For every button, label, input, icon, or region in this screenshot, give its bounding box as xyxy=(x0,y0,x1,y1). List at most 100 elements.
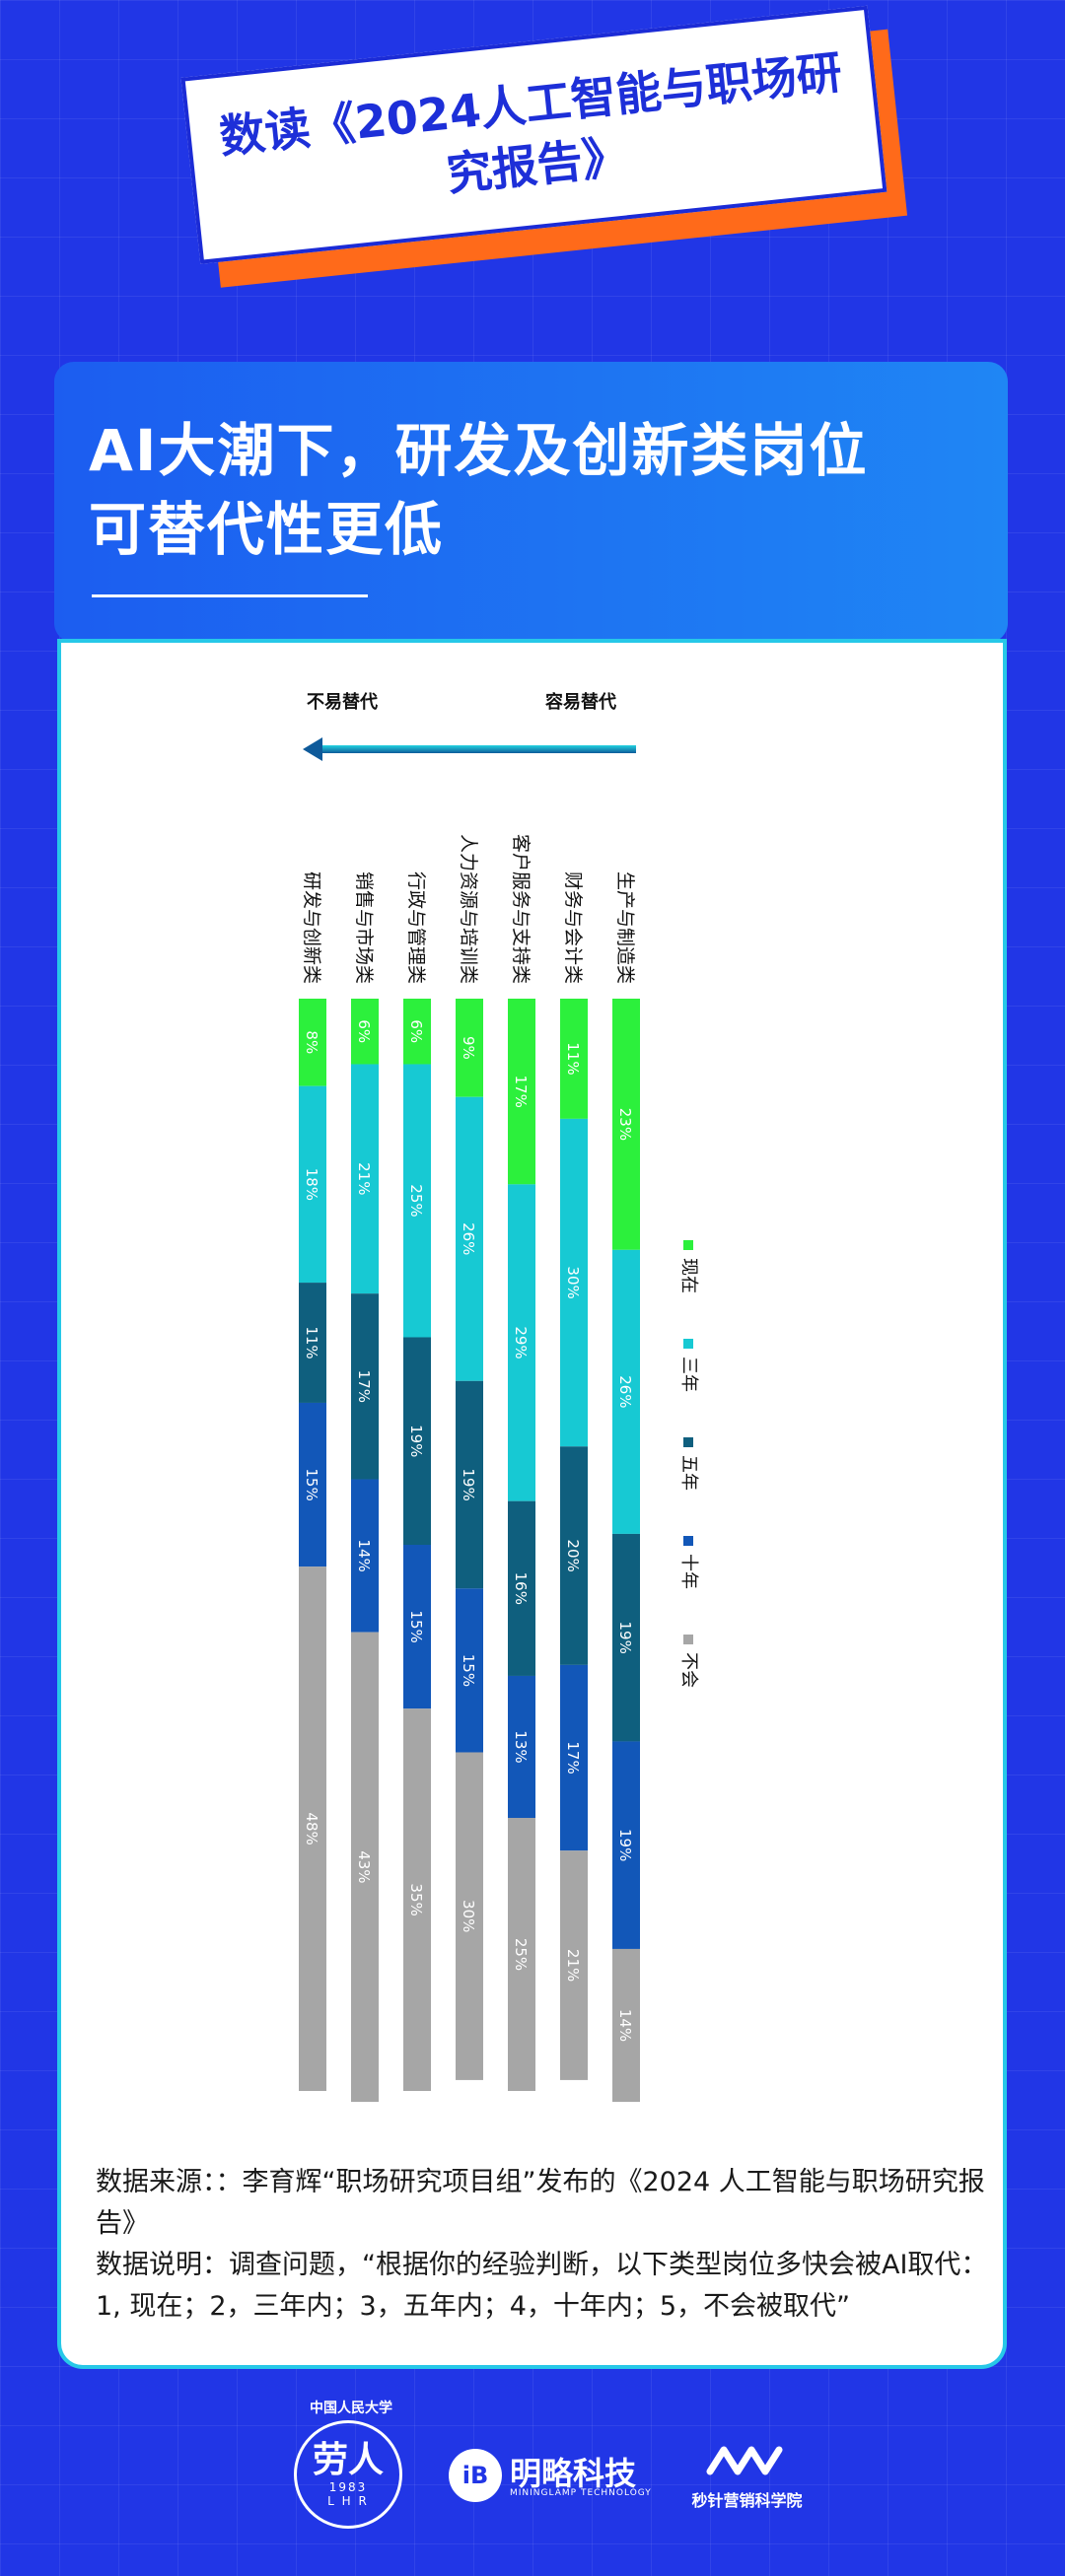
school-logo-arc-text: 中国人民大学 xyxy=(310,2401,392,2416)
data-label: 14% xyxy=(616,2009,634,2042)
legend-swatch xyxy=(683,1635,693,1644)
bar-segment xyxy=(456,1096,483,1381)
data-label: 30% xyxy=(460,1900,477,1932)
data-label: 19% xyxy=(616,1829,634,1861)
category-label: 研发与创新类 xyxy=(301,871,322,984)
bar-segment xyxy=(351,1479,379,1633)
arrow-right-label: 不易替代 xyxy=(307,691,378,713)
banner-title: 数读《2024人工智能与职场研究报告》 xyxy=(217,44,845,202)
minglue-logo: iB 明略科技 MININGLAMP TECHNOLOGY xyxy=(449,2447,666,2506)
legend-swatch xyxy=(683,1240,693,1250)
data-label: 48% xyxy=(303,1812,320,1845)
legend-swatch xyxy=(683,1536,693,1546)
bar-segment xyxy=(456,999,483,1097)
data-label: 11% xyxy=(303,1326,320,1358)
data-label: 6% xyxy=(407,1019,425,1043)
footnote-source: 数据来源：：李育辉“职场研究项目组”发布的《2024 人工智能与职场研究报告》 xyxy=(96,2167,985,2239)
minglue-logo-mark: iB xyxy=(449,2449,502,2502)
bar-segment xyxy=(299,1402,326,1567)
school-logo-letters: L H R xyxy=(327,2494,369,2508)
data-label: 21% xyxy=(564,1949,582,1982)
bar-segment xyxy=(456,1380,483,1589)
bar-segment xyxy=(403,1545,431,1709)
bar-segment xyxy=(612,1533,640,1742)
arrow-head xyxy=(303,737,322,761)
bar-segment xyxy=(508,999,535,1185)
data-label: 14% xyxy=(355,1539,373,1571)
category-label: 行政与管理类 xyxy=(405,871,427,984)
arrow-left-label: 容易替代 xyxy=(545,691,616,713)
category-label: 财务与会计类 xyxy=(562,871,584,984)
school-logo-mark: 劳人 xyxy=(312,2440,384,2480)
bar-segment xyxy=(456,1752,483,2080)
data-label: 6% xyxy=(355,1019,373,1043)
legend-swatch xyxy=(683,1339,693,1349)
data-label: 26% xyxy=(616,1375,634,1408)
data-label: 11% xyxy=(564,1042,582,1075)
data-label: 15% xyxy=(460,1654,477,1687)
bar-segment xyxy=(560,1446,588,1665)
miaozhen-logo-icon xyxy=(706,2446,783,2475)
bar-segment xyxy=(299,1085,326,1284)
headline-line-2: 可替代性更低 xyxy=(89,496,445,563)
data-label: 21% xyxy=(355,1162,373,1195)
bar-segment xyxy=(508,1500,535,1676)
data-label: 15% xyxy=(303,1468,320,1500)
bar-segment xyxy=(351,1632,379,2103)
bar-segment xyxy=(508,1818,535,2091)
category-label: 客户服务与支持类 xyxy=(510,834,532,984)
headline-line-1: AI大潮下，研发及创新类岗位 xyxy=(89,417,869,484)
bar-segment xyxy=(560,999,588,1119)
data-label: 19% xyxy=(407,1425,425,1457)
data-label: 20% xyxy=(564,1539,582,1571)
arrow-shaft xyxy=(320,745,636,753)
data-label: 19% xyxy=(616,1622,634,1654)
bar-segment xyxy=(403,999,431,1065)
bar-segment xyxy=(612,1741,640,1949)
legend-label: 五年 xyxy=(678,1455,699,1491)
legend-label: 不会 xyxy=(678,1652,699,1688)
bar-segment xyxy=(299,1566,326,2091)
headline: AI大潮下，研发及创新类岗位 可替代性更低 xyxy=(89,411,976,569)
miaozhen-logo: 秒针营销科学院 xyxy=(680,2430,814,2519)
data-label: 29% xyxy=(512,1326,530,1358)
bar-segment xyxy=(508,1675,535,1819)
data-label: 8% xyxy=(303,1030,320,1054)
legend-label: 十年 xyxy=(678,1554,699,1589)
category-label: 人力资源与培训类 xyxy=(458,834,479,984)
data-label: 23% xyxy=(616,1108,634,1141)
card-header: AI大潮下，研发及创新类岗位 可替代性更低 xyxy=(54,362,1008,643)
bar-segment xyxy=(612,1249,640,1534)
data-label: 30% xyxy=(564,1266,582,1298)
bar-segment xyxy=(299,1283,326,1403)
data-label: 9% xyxy=(460,1036,477,1060)
bar-segment xyxy=(299,999,326,1086)
bar-segment xyxy=(403,1064,431,1338)
bar-segment xyxy=(456,1588,483,1753)
data-label: 25% xyxy=(407,1184,425,1217)
bar-segment xyxy=(351,1293,379,1480)
school-logo-year: 1983 xyxy=(328,2480,368,2494)
data-label: 43% xyxy=(355,1850,373,1883)
legend-swatch xyxy=(683,1437,693,1447)
bar-segment xyxy=(403,1708,431,2091)
footnote-explanation: 数据说明：调查问题，“根据你的经验判断，以下类型岗位多快会被AI取代：1, 现在… xyxy=(96,2250,988,2322)
bar-segment xyxy=(612,999,640,1250)
chart-rotated: 容易替代 不易替代生产与制造类 23% 26% 19% 19% 14% 财务与会计类 11% 30… xyxy=(286,688,779,2108)
data-label: 19% xyxy=(460,1468,477,1500)
bar-segment xyxy=(351,999,379,1065)
data-label: 35% xyxy=(407,1883,425,1915)
bar-segment xyxy=(403,1337,431,1545)
bar-segment xyxy=(560,1850,588,2080)
bar-segment xyxy=(560,1118,588,1447)
headline-underline xyxy=(92,594,368,597)
category-label: 生产与制造类 xyxy=(614,871,636,984)
legend-label: 现在 xyxy=(678,1258,699,1293)
category-label: 销售与市场类 xyxy=(353,871,375,984)
school-logo: 中国人民大学 劳人 1983 L H R xyxy=(294,2401,402,2529)
bar-segment xyxy=(612,1948,640,2103)
data-label: 17% xyxy=(564,1741,582,1774)
bar-segment xyxy=(351,1064,379,1294)
data-label: 18% xyxy=(303,1168,320,1201)
